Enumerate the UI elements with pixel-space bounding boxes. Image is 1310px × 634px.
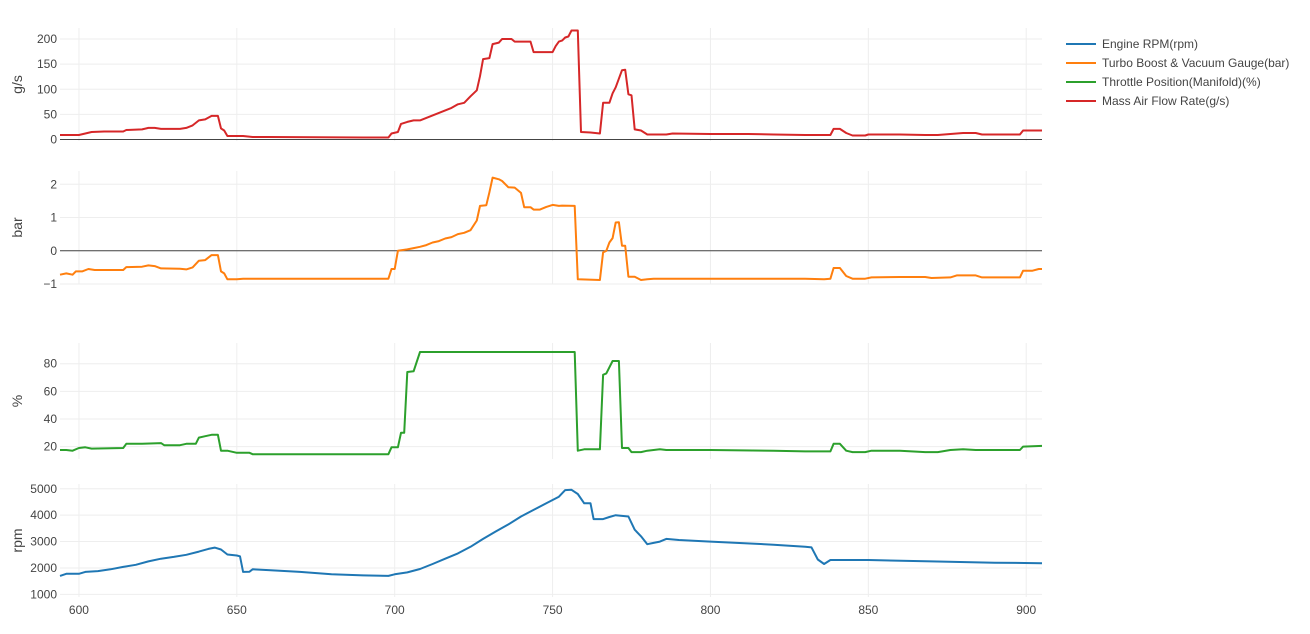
y-tick-label: 40 <box>44 412 58 426</box>
series-line-bar[interactable] <box>59 176 1042 281</box>
legend-item-throttle-position[interactable]: Throttle Position(Manifold)(%) <box>1066 72 1289 91</box>
legend-label: Mass Air Flow Rate(g/s) <box>1102 93 1230 108</box>
y-tick-label: 80 <box>44 357 58 371</box>
y-tick-label: 60 <box>44 384 58 398</box>
legend-label: Throttle Position(Manifold)(%) <box>1102 74 1261 89</box>
x-tick-label: 750 <box>543 603 563 617</box>
y-tick-label: 150 <box>37 57 57 71</box>
x-tick-label: 600 <box>69 603 89 617</box>
y-tick-label: 4000 <box>30 508 57 522</box>
y-tick-label: 1 <box>50 211 57 225</box>
legend-swatch-turbo-boost <box>1066 61 1096 64</box>
x-tick-label: 850 <box>858 603 878 617</box>
x-tick-label: 700 <box>385 603 405 617</box>
legend-swatch-throttle-position <box>1066 80 1096 83</box>
y-tick-label: 5000 <box>30 482 57 496</box>
y-tick-label: −1 <box>43 277 57 291</box>
y-tick-label: 1000 <box>30 587 57 601</box>
subplot-bar-panel: −1 0 1 2 bar <box>9 171 1042 291</box>
y-tick-label: 100 <box>37 82 57 96</box>
subplot--panel: 20 40 60 80% <box>9 343 1043 459</box>
x-tick-label: 900 <box>1016 603 1036 617</box>
legend-item-turbo-boost[interactable]: Turbo Boost & Vacuum Gauge(bar) <box>1066 53 1289 72</box>
subplot-rpm-panel: 1000 2000 3000 4000 5000 rpm <box>9 482 1043 601</box>
y-tick-label: 0 <box>50 244 57 258</box>
subplot-gs-panel: 0 50 100 150 200 g/s <box>9 28 1042 146</box>
legend-swatch-mass-air-flow <box>1066 99 1096 102</box>
y-axis-label: bar <box>9 217 25 238</box>
y-tick-label: 0 <box>50 132 57 146</box>
y-tick-label: 3000 <box>30 535 57 549</box>
legend-label: Turbo Boost & Vacuum Gauge(bar) <box>1102 55 1290 70</box>
legend-item-engine-rpm[interactable]: Engine RPM(rpm) <box>1066 34 1289 53</box>
y-tick-label: 2 <box>50 177 57 191</box>
y-tick-label: 20 <box>44 440 58 454</box>
series-line-[interactable] <box>60 351 1043 456</box>
y-axis-label: % <box>9 395 25 407</box>
series-line-rpm[interactable] <box>59 488 1043 577</box>
y-tick-label: 50 <box>44 107 58 121</box>
legend: Engine RPM(rpm) Turbo Boost & Vacuum Gau… <box>1066 34 1289 110</box>
y-axis-label: rpm <box>9 528 25 552</box>
series-line-gs[interactable] <box>60 29 1042 139</box>
y-tick-label: 2000 <box>30 561 57 575</box>
y-axis-label: g/s <box>9 75 25 94</box>
x-tick-label: 650 <box>227 603 247 617</box>
y-tick-label: 200 <box>37 32 57 46</box>
legend-label: Engine RPM(rpm) <box>1102 36 1199 51</box>
x-tick-label: 800 <box>700 603 720 617</box>
legend-item-mass-air-flow[interactable]: Mass Air Flow Rate(g/s) <box>1066 91 1289 110</box>
legend-swatch-engine-rpm <box>1066 42 1096 45</box>
